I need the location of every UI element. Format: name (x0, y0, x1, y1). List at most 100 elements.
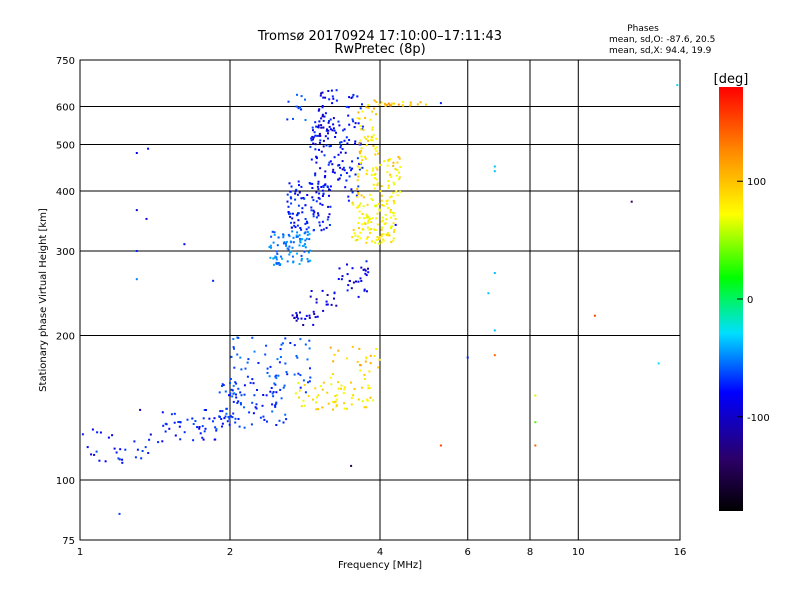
data-point (286, 247, 289, 250)
data-point (359, 277, 362, 280)
data-point (308, 339, 311, 342)
data-point (201, 425, 204, 428)
data-point (322, 119, 325, 122)
data-point (329, 160, 332, 163)
data-point (244, 367, 247, 370)
data-point (374, 229, 377, 232)
data-point (343, 169, 346, 172)
data-point (296, 224, 299, 227)
data-point (93, 453, 96, 456)
data-point (371, 139, 374, 142)
data-point (286, 193, 289, 196)
data-point (378, 238, 380, 241)
data-point (237, 336, 240, 339)
data-point (398, 171, 400, 174)
data-point (354, 142, 356, 145)
data-point (358, 210, 361, 213)
data-point (218, 391, 221, 394)
data-point (318, 120, 321, 123)
data-point (306, 231, 309, 233)
data-point (315, 216, 318, 219)
data-point (296, 252, 298, 255)
data-point (221, 410, 224, 413)
data-point (237, 418, 240, 420)
data-point (317, 182, 320, 185)
data-point (366, 203, 369, 206)
data-point (368, 387, 371, 389)
data-point (307, 395, 310, 397)
data-point (328, 188, 330, 191)
data-point (379, 190, 382, 193)
data-point (439, 102, 442, 105)
data-point (229, 378, 232, 380)
data-point (348, 96, 351, 99)
data-point (223, 417, 226, 420)
data-point (299, 311, 301, 314)
data-point (310, 206, 313, 209)
data-point (366, 290, 368, 293)
data-point (351, 118, 354, 121)
data-point (268, 245, 271, 248)
data-point (149, 433, 152, 436)
data-point (394, 223, 397, 226)
data-point (173, 412, 176, 415)
data-point (240, 403, 242, 406)
data-point (272, 395, 275, 398)
data-point (350, 464, 353, 467)
data-point (293, 373, 296, 376)
data-point (350, 403, 353, 406)
data-point (389, 211, 392, 214)
data-point (358, 162, 361, 165)
data-point (373, 177, 376, 180)
data-point (339, 146, 342, 149)
data-point (318, 134, 321, 137)
data-point (399, 166, 402, 168)
data-point (229, 382, 231, 385)
data-point (371, 169, 374, 172)
data-point (321, 388, 324, 391)
data-point (299, 106, 301, 108)
data-point (365, 237, 368, 240)
data-point (273, 256, 276, 259)
data-point (220, 418, 223, 420)
data-point (312, 323, 315, 326)
data-point (381, 216, 384, 219)
data-point (372, 183, 375, 186)
data-point (304, 119, 307, 121)
data-point (312, 398, 314, 401)
data-point (275, 377, 278, 380)
data-point (331, 163, 334, 166)
data-point (327, 216, 330, 219)
data-point (370, 197, 373, 200)
data-point (366, 214, 369, 217)
data-point (238, 425, 241, 428)
data-point (334, 395, 337, 397)
data-point (304, 239, 307, 242)
data-point (390, 216, 392, 219)
data-point (360, 147, 363, 150)
data-point (328, 161, 331, 164)
data-point (157, 441, 160, 444)
data-point (360, 128, 363, 131)
data-point (315, 125, 318, 128)
data-point (340, 387, 342, 390)
data-point (321, 195, 324, 197)
data-point (331, 373, 334, 376)
data-point (390, 195, 393, 198)
data-point (340, 141, 343, 144)
x-tick-label: 16 (674, 547, 687, 558)
data-point (328, 224, 331, 226)
data-point (332, 400, 335, 403)
data-point (342, 392, 345, 395)
data-point (282, 236, 285, 239)
data-point (291, 230, 294, 233)
data-point (309, 367, 311, 370)
data-point (276, 252, 279, 255)
data-point (324, 183, 327, 186)
data-point (534, 394, 537, 397)
data-point (320, 150, 323, 153)
data-point (219, 410, 222, 413)
data-point (389, 158, 392, 161)
data-point (396, 161, 399, 164)
data-point (380, 220, 383, 223)
